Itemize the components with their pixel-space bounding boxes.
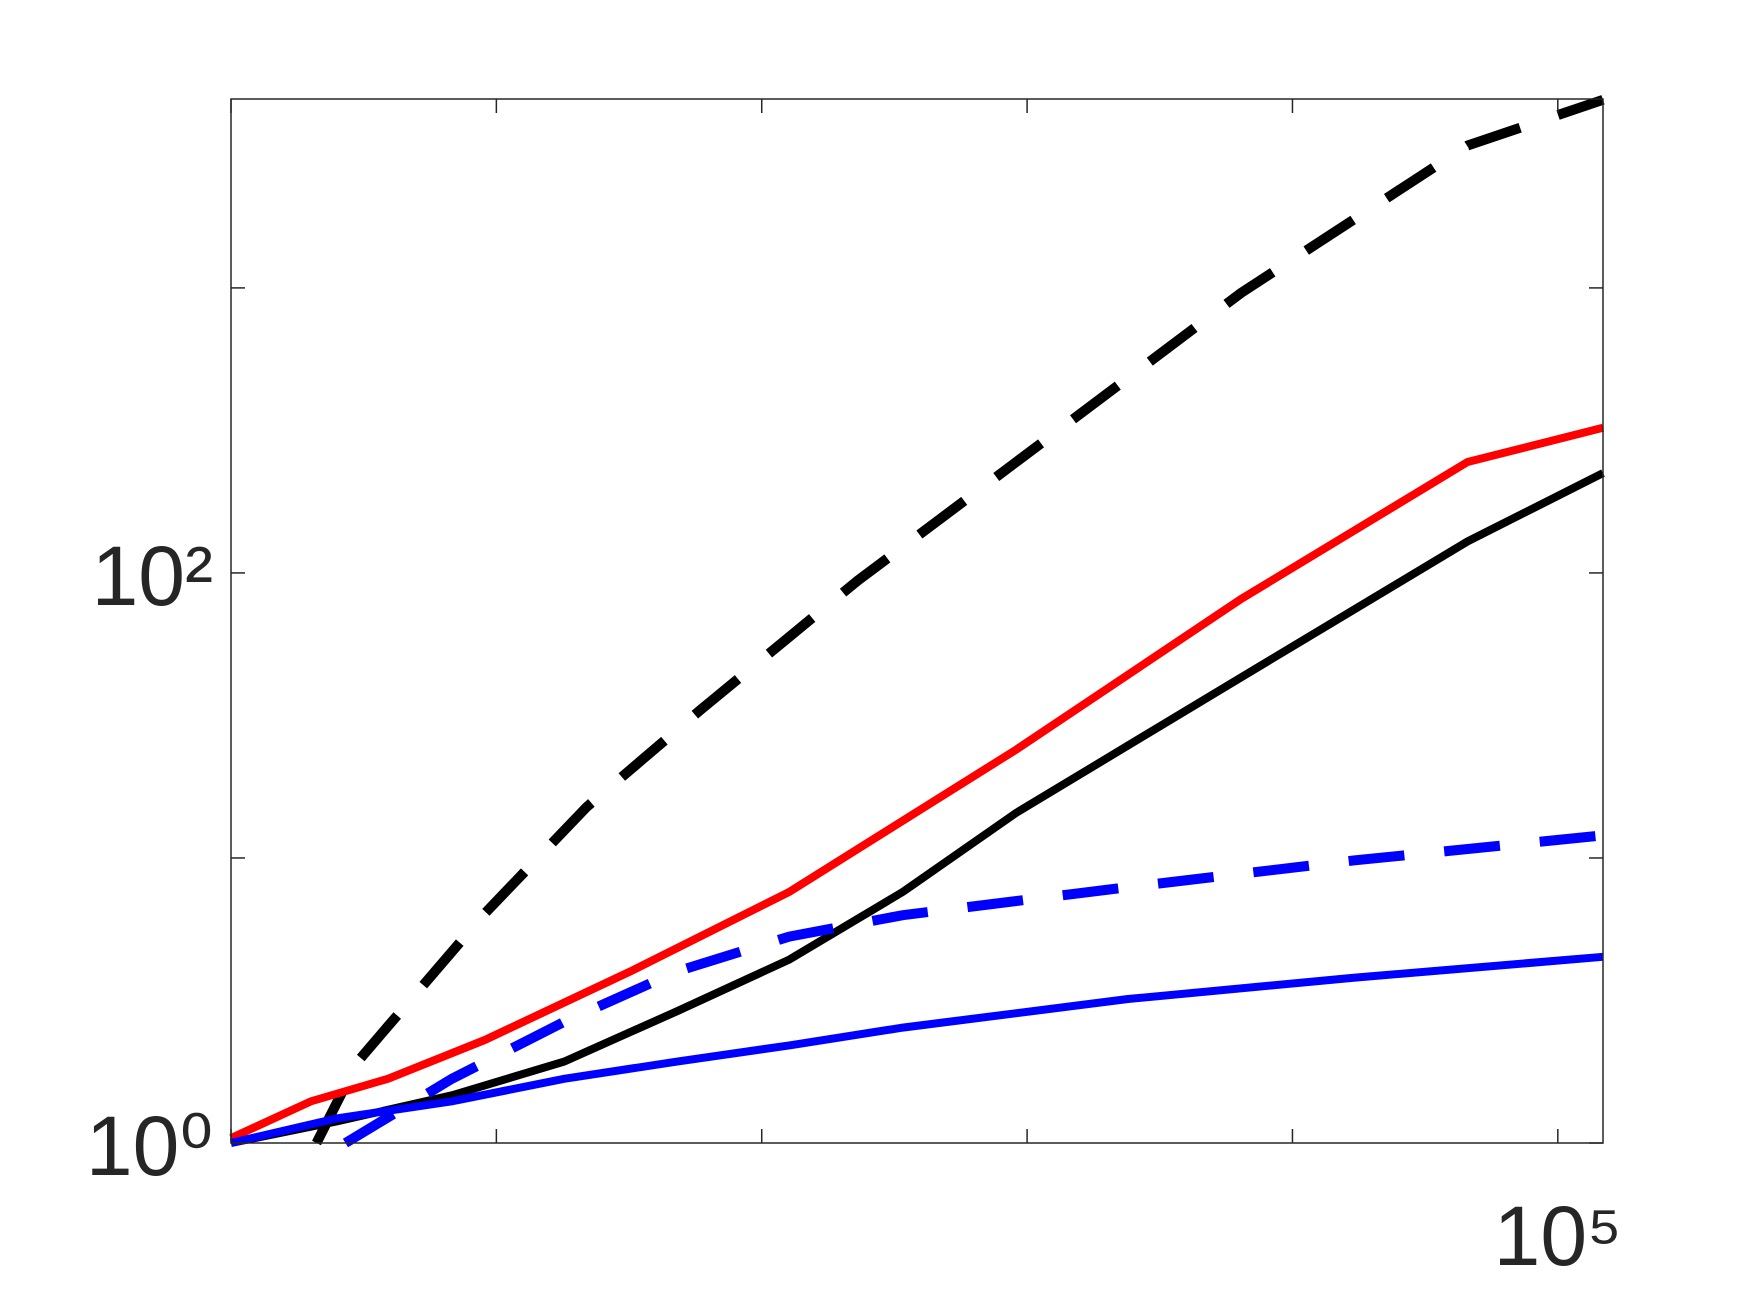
x-tick-label: 10⁵ [1494, 1189, 1622, 1283]
data-line [342, 830, 1604, 1148]
data-line [230, 952, 1604, 1147]
data-line [229, 423, 1604, 1142]
y-tick-label: 10⁰ [86, 1099, 213, 1193]
axes-box [230, 98, 1604, 1144]
data-line [312, 95, 1605, 1146]
y-tick-label: 10² [92, 529, 213, 623]
